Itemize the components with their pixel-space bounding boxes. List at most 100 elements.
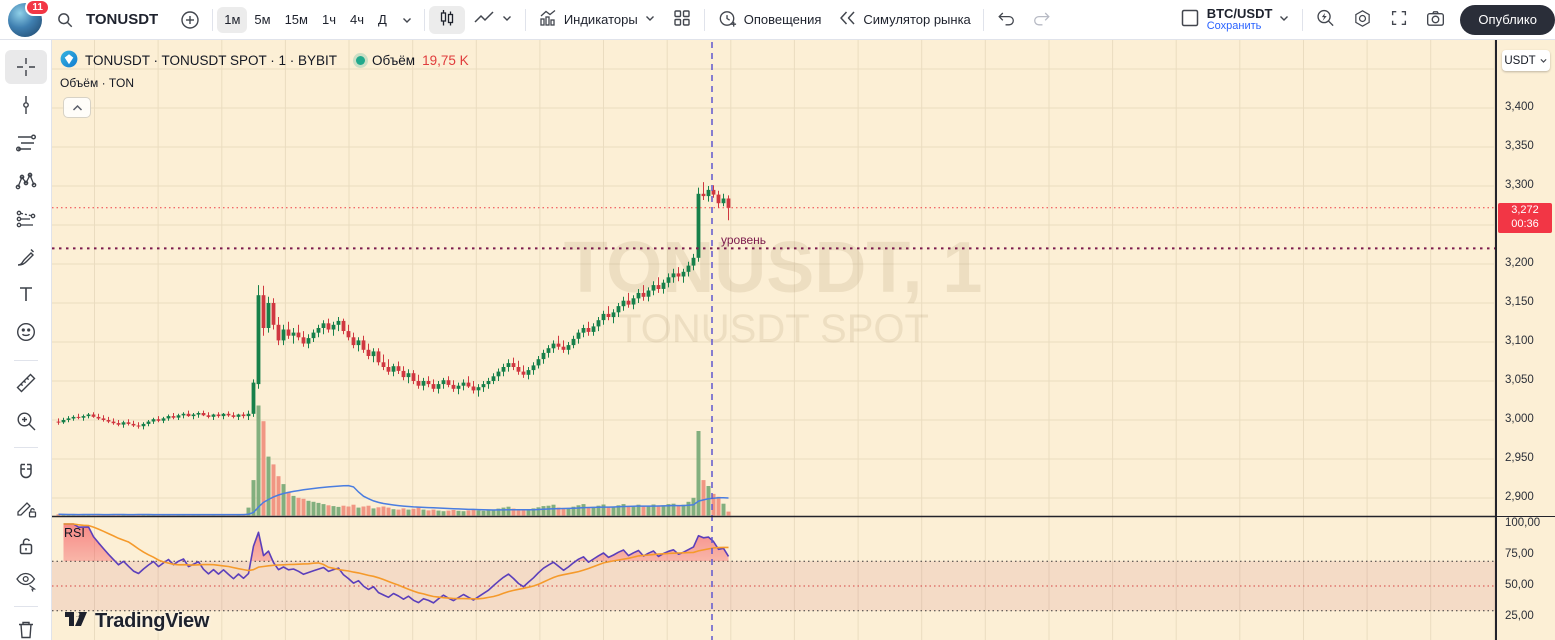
axis-tick-label: 3,300 bbox=[1505, 179, 1534, 191]
price-axis-border bbox=[1495, 40, 1497, 640]
legend-collapse-button[interactable] bbox=[63, 97, 91, 118]
line-chart-icon bbox=[473, 9, 495, 30]
drawing-toolbar bbox=[0, 40, 52, 640]
tool-brush[interactable] bbox=[5, 240, 47, 274]
axis-tick-label: 3,000 bbox=[1505, 413, 1534, 425]
candlestick-icon bbox=[437, 8, 457, 31]
bar-countdown: 00:36 bbox=[1511, 218, 1539, 230]
chevron-down-icon bbox=[501, 12, 513, 27]
toolbar-divider bbox=[703, 8, 705, 31]
volume-value: 19,75 K bbox=[422, 53, 469, 68]
timeframe-1d[interactable]: Д bbox=[378, 12, 387, 27]
replay-rewind-icon bbox=[837, 9, 857, 30]
timeframe-1h[interactable]: 1ч bbox=[321, 12, 336, 27]
tool-trash[interactable] bbox=[5, 612, 47, 640]
alarm-clock-plus-icon bbox=[717, 8, 738, 32]
undo-icon bbox=[996, 9, 1016, 30]
tool-trend-line[interactable] bbox=[5, 88, 47, 122]
search-icon bbox=[56, 11, 74, 29]
settings-button[interactable] bbox=[1344, 6, 1381, 34]
symbol-name: TONUSDT bbox=[86, 11, 159, 28]
top-toolbar: 11 TONUSDT 1м 5м 15м 1ч 4ч Д bbox=[0, 0, 1555, 40]
tradingview-logo[interactable]: TradingView bbox=[64, 608, 209, 635]
notification-badge: 11 bbox=[25, 0, 50, 16]
timeframe-5m[interactable]: 5м bbox=[254, 12, 271, 27]
tradingview-mark-icon bbox=[64, 608, 88, 635]
price-axis[interactable]: USDT 3,400 3,350 3,300 3,200 3,150 3,100 3,050… bbox=[1497, 40, 1555, 640]
legend-symbol-row[interactable]: TONUSDT · TONUSDT SPOT · 1 · BYBIT Объём… bbox=[60, 50, 469, 71]
replay-button[interactable]: Симулятор рынка bbox=[829, 6, 978, 34]
toolbar-divider bbox=[14, 447, 38, 448]
layout-symbol: BTC/USDT bbox=[1206, 5, 1273, 21]
legend-title: TONUSDT · TONUSDT SPOT · 1 · BYBIT bbox=[85, 53, 338, 68]
undo-button[interactable] bbox=[988, 6, 1024, 34]
ton-logo-icon bbox=[60, 50, 78, 71]
symbol-search-button[interactable]: TONUSDT bbox=[48, 6, 172, 34]
redo-button[interactable] bbox=[1024, 6, 1060, 34]
tool-projection[interactable] bbox=[5, 202, 47, 236]
avatar[interactable]: 11 bbox=[8, 0, 50, 37]
chevron-down-icon bbox=[1278, 12, 1290, 27]
tool-zoom-in[interactable] bbox=[5, 404, 47, 438]
fullscreen-icon bbox=[1389, 8, 1409, 31]
tool-crosshair[interactable] bbox=[5, 50, 47, 84]
snapshot-button[interactable] bbox=[1417, 6, 1454, 34]
tool-hide-drawings[interactable] bbox=[5, 563, 47, 597]
timeframe-4h[interactable]: 4ч bbox=[350, 12, 365, 27]
line-tools-button[interactable] bbox=[465, 6, 521, 34]
svg-text:TONUSDT SPOT: TONUSDT SPOT bbox=[617, 307, 929, 351]
rsi-pane-label[interactable]: RSI bbox=[64, 526, 85, 540]
axis-tick-label: 3,200 bbox=[1505, 257, 1534, 269]
grid-layout-icon bbox=[672, 8, 692, 31]
market-status-dot[interactable] bbox=[356, 56, 366, 65]
chevron-down-icon bbox=[644, 12, 656, 27]
axis-tick-label: 100,00 bbox=[1505, 517, 1541, 529]
toolbar-divider bbox=[14, 606, 38, 607]
publish-label: Опублико bbox=[1478, 12, 1537, 27]
layout-manager-button[interactable]: BTC/USDT Сохранить bbox=[1171, 6, 1299, 34]
plus-circle-icon bbox=[180, 10, 200, 30]
axis-tick-label: 3,150 bbox=[1505, 296, 1534, 308]
chart-canvas[interactable]: TONUSDT, 1 TONUSDT SPOT bbox=[52, 40, 1495, 640]
alerts-label: Оповещения bbox=[743, 12, 822, 27]
tool-text[interactable] bbox=[5, 277, 47, 311]
indicators-label: Индикаторы bbox=[563, 12, 638, 27]
timeframe-15m[interactable]: 15м bbox=[284, 12, 308, 27]
chart-style-candles-button[interactable] bbox=[428, 5, 465, 34]
alerts-button[interactable]: Оповещения bbox=[709, 6, 830, 34]
templates-grid-button[interactable] bbox=[664, 6, 700, 34]
layout-square-icon bbox=[1179, 7, 1201, 32]
quick-search-button[interactable] bbox=[1307, 6, 1344, 34]
fullscreen-button[interactable] bbox=[1381, 6, 1417, 34]
axis-tick-label: 3,400 bbox=[1505, 101, 1534, 113]
add-symbol-button[interactable] bbox=[172, 6, 208, 34]
axis-tick-label: 3,050 bbox=[1505, 374, 1534, 386]
timeframe-dropdown-chevron-icon[interactable] bbox=[394, 7, 420, 33]
publish-button[interactable]: Опублико bbox=[1460, 4, 1555, 35]
tool-fib-retracement[interactable] bbox=[5, 126, 47, 160]
legend-volume-indicator[interactable]: Объём · TON bbox=[60, 76, 135, 90]
axis-tick-label: 2,900 bbox=[1505, 491, 1534, 503]
save-link[interactable]: Сохранить bbox=[1206, 19, 1262, 32]
level-line-label[interactable]: уровень bbox=[721, 233, 767, 247]
axis-tick-label: 2,950 bbox=[1505, 452, 1534, 464]
tool-lock[interactable] bbox=[5, 529, 47, 563]
last-price-value: 3,272 bbox=[1511, 204, 1539, 217]
camera-icon bbox=[1425, 8, 1446, 32]
layout-symbol-block: BTC/USDT Сохранить bbox=[1207, 7, 1273, 32]
axis-tick-label: 3,350 bbox=[1505, 140, 1534, 152]
last-price-badge: 3,272 00:36 bbox=[1498, 203, 1552, 233]
tool-xabcd-pattern[interactable] bbox=[5, 164, 47, 198]
tool-magnet[interactable] bbox=[5, 456, 47, 490]
tool-emoji[interactable] bbox=[5, 315, 47, 349]
toolbar-divider bbox=[524, 8, 526, 31]
tradingview-wordmark: TradingView bbox=[95, 610, 210, 632]
axis-currency-button[interactable]: USDT bbox=[1502, 50, 1550, 71]
axis-currency-label: USDT bbox=[1504, 54, 1536, 67]
axis-tick-label: 25,00 bbox=[1505, 610, 1534, 622]
timeframe-1m[interactable]: 1м bbox=[217, 6, 248, 33]
indicators-button[interactable]: Индикаторы bbox=[530, 6, 664, 34]
tool-edit-lock[interactable] bbox=[5, 491, 47, 525]
tool-ruler[interactable] bbox=[5, 366, 47, 400]
